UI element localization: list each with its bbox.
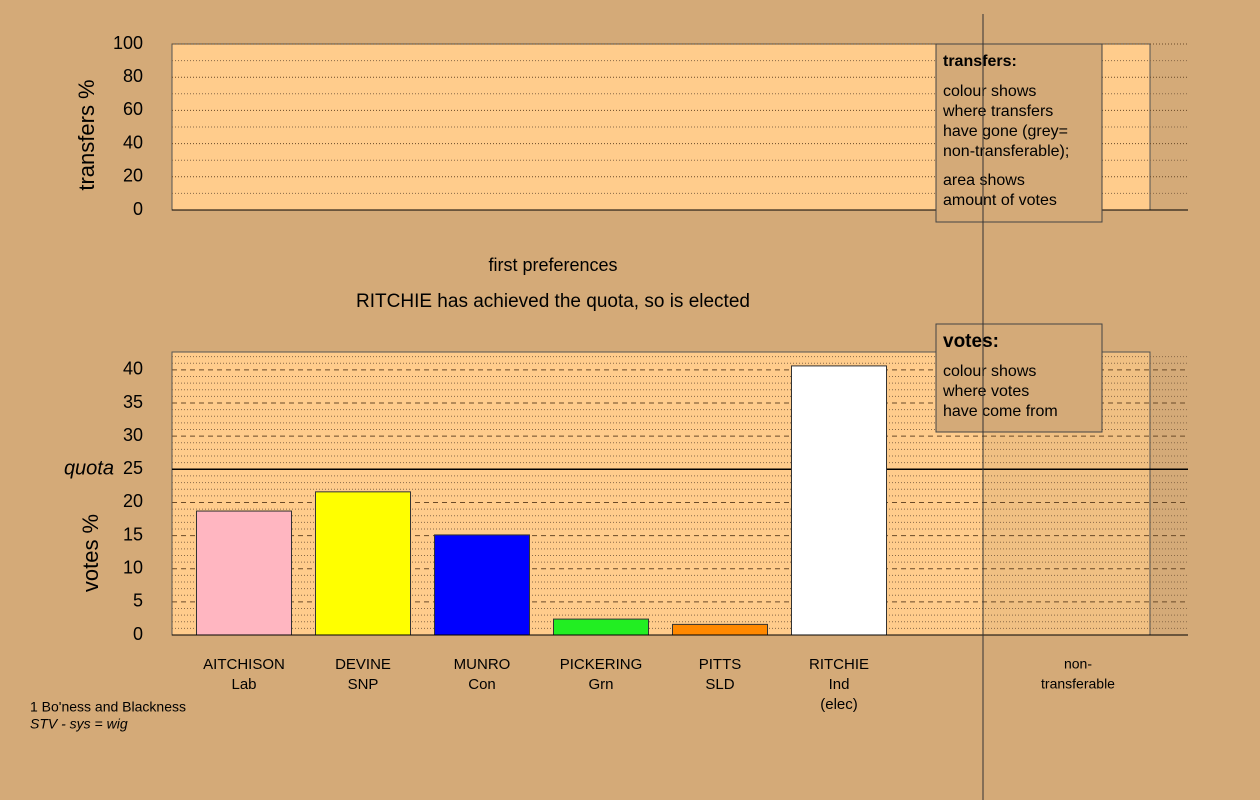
y-tick-label: 5	[133, 591, 143, 611]
bar	[672, 623, 768, 636]
legend-text: amount of votes	[943, 192, 1057, 209]
bar	[791, 365, 887, 636]
x-tick-label: Ind	[829, 676, 850, 693]
x-tick-label: (elec)	[820, 696, 858, 713]
legend-text: non-transferable);	[943, 143, 1069, 160]
legend-text: have gone (grey=	[943, 123, 1068, 140]
y-tick-label: 30	[123, 425, 143, 445]
x-tick-label: RITCHIE	[809, 656, 869, 673]
y-tick-label: 40	[123, 132, 143, 152]
x-tick-label: SNP	[348, 676, 379, 693]
legend-text: where transfers	[942, 103, 1053, 120]
legend-text: area shows	[943, 172, 1025, 189]
legend-text: where votes	[942, 383, 1029, 400]
x-tick-label: PITTS	[699, 656, 742, 673]
y-tick-label: 60	[123, 99, 143, 119]
footnote: STV - sys = wig	[30, 716, 128, 732]
x-tick-label: non-	[1064, 656, 1092, 672]
quota-label: quota	[64, 458, 114, 480]
y-axis-title: votes %	[78, 514, 103, 592]
bar	[434, 534, 530, 636]
legend-text: colour shows	[943, 83, 1036, 100]
legend-box	[935, 43, 1103, 223]
x-tick-label: PICKERING	[560, 656, 643, 673]
y-tick-label: 0	[133, 624, 143, 644]
x-tick-label: Grn	[588, 676, 613, 693]
y-tick-label: 10	[123, 557, 143, 577]
x-tick-label: Lab	[231, 676, 256, 693]
legend-title: votes:	[943, 331, 999, 352]
y-tick-label: 20	[123, 166, 143, 186]
x-tick-label: SLD	[705, 676, 734, 693]
y-axis-title: transfers %	[74, 79, 99, 190]
x-tick-label: DEVINE	[335, 656, 391, 673]
footnote: 1 Bo'ness and Blackness	[30, 699, 186, 715]
legend-text: have come from	[943, 403, 1058, 420]
x-tick-label: AITCHISON	[203, 656, 285, 673]
legend-title: transfers:	[943, 53, 1017, 70]
bar	[553, 618, 649, 636]
chart-title: first preferences	[488, 255, 617, 275]
bar	[315, 491, 411, 636]
legend-text: colour shows	[943, 363, 1036, 380]
legend-box	[935, 323, 1103, 433]
y-tick-label: 80	[123, 66, 143, 86]
x-tick-label: transferable	[1041, 676, 1115, 692]
y-tick-label: 25	[123, 458, 143, 478]
y-tick-label: 20	[123, 491, 143, 511]
x-tick-label: Con	[468, 676, 496, 693]
y-tick-label: 35	[123, 392, 143, 412]
chart-subtitle: RITCHIE has achieved the quota, so is el…	[356, 291, 750, 312]
bar	[196, 510, 292, 636]
y-tick-label: 40	[123, 359, 143, 379]
y-tick-label: 0	[133, 199, 143, 219]
y-tick-label: 15	[123, 524, 143, 544]
x-tick-label: MUNRO	[454, 656, 511, 673]
y-tick-label: 100	[113, 33, 143, 53]
